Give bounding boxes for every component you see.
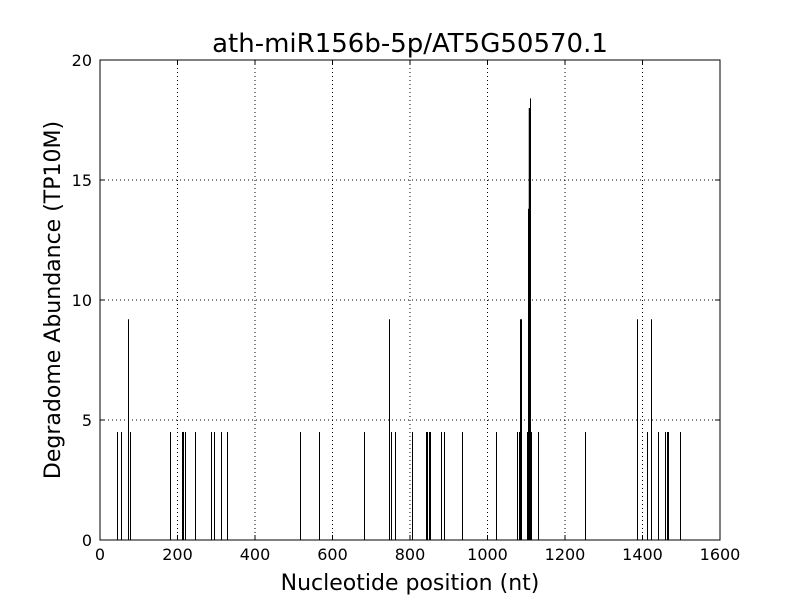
x-tick-label-4: 800	[395, 545, 426, 564]
y-tick-label-2: 10	[72, 291, 92, 310]
x-tick-label-1: 200	[162, 545, 193, 564]
x-tick-label-6: 1200	[545, 545, 586, 564]
bars	[117, 98, 681, 540]
y-tick-label-1: 5	[82, 411, 92, 430]
y-axis-label: Degradome Abundance (TP10M)	[41, 121, 66, 479]
chart-title: ath-miR156b-5p/AT5G50570.1	[212, 29, 608, 59]
x-tick-label-7: 1400	[622, 545, 663, 564]
x-axis-label: Nucleotide position (nt)	[281, 571, 540, 596]
y-axis-ticks: 0 5 10 15 20	[72, 51, 720, 550]
x-tick-label-2: 400	[240, 545, 271, 564]
x-tick-label-5: 1000	[467, 545, 508, 564]
x-axis-ticks: 0 200 400 600 800 1000 1200 1400 1600	[95, 60, 740, 564]
x-tick-label-3: 600	[317, 545, 348, 564]
y-tick-label-0: 0	[82, 531, 92, 550]
x-tick-label-8: 1600	[700, 545, 741, 564]
y-tick-label-3: 15	[72, 171, 92, 190]
grid-lines	[100, 60, 720, 540]
y-tick-label-4: 20	[72, 51, 92, 70]
x-tick-label-0: 0	[95, 545, 105, 564]
